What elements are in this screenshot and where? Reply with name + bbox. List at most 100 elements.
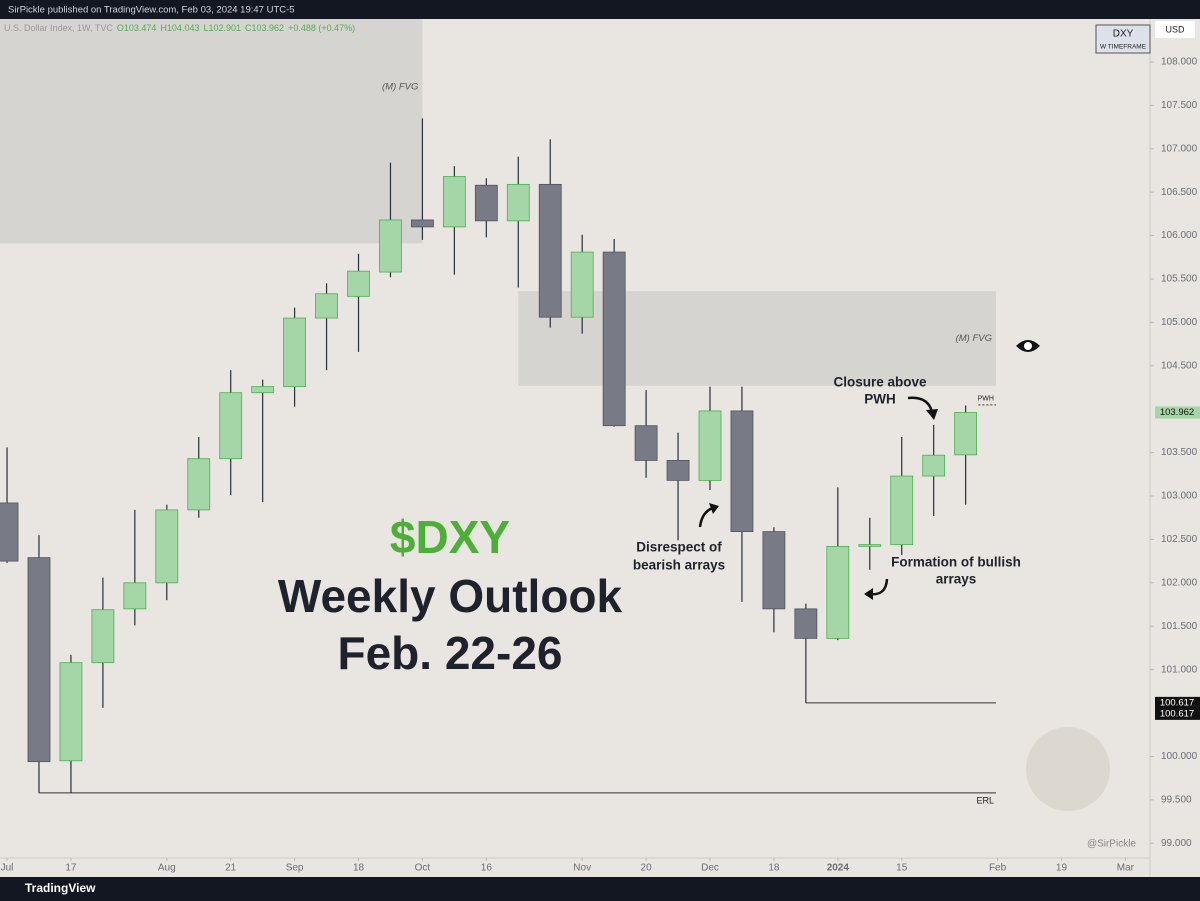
candle-body — [219, 392, 243, 460]
candle-body — [0, 502, 19, 562]
candle-body — [379, 219, 402, 273]
note: arrays — [936, 572, 977, 587]
candle-body — [570, 251, 594, 318]
candle-body — [283, 317, 307, 388]
candle-body — [27, 557, 51, 763]
candle-body — [826, 545, 850, 639]
x-tick-label: Oct — [415, 863, 431, 874]
x-tick-label: Sep — [286, 863, 304, 874]
candle-body — [762, 531, 786, 610]
y-tick-label: 103.500 — [1161, 447, 1198, 458]
candle-body — [315, 293, 338, 319]
x-tick-label: 18 — [768, 863, 780, 874]
y-tick-label: 99.000 — [1161, 838, 1192, 849]
x-tick-label: Feb — [989, 863, 1007, 874]
title: Weekly Outlook — [278, 570, 623, 622]
candle-body — [922, 454, 946, 477]
currency: USD — [1165, 24, 1185, 34]
price-label-box — [1155, 696, 1200, 709]
dates: Feb. 22-26 — [338, 627, 563, 679]
logo — [1026, 727, 1110, 811]
x-tick-label: 19 — [1056, 863, 1068, 874]
y-tick-label: 106.500 — [1161, 187, 1198, 198]
candle-body — [666, 460, 690, 481]
candle-body — [347, 270, 370, 297]
level-label: PWH — [978, 396, 994, 403]
candle-body — [251, 386, 275, 394]
y-tick-label: 102.500 — [1161, 534, 1198, 545]
x-tick-label: 17 — [65, 863, 77, 874]
x-tick-label: Nov — [573, 863, 591, 874]
arrow-head — [864, 588, 873, 600]
price-label: 100.617 — [1160, 708, 1194, 719]
ohlc: H104.043 — [160, 23, 199, 33]
y-tick-label: 101.000 — [1161, 664, 1198, 675]
currency-box — [1155, 21, 1195, 38]
candle-body — [698, 410, 722, 481]
fvg-label: (M) FVG — [956, 333, 992, 344]
symbol-box — [1095, 24, 1151, 54]
x-tick-label: Mar — [1117, 863, 1135, 874]
candle-body — [538, 183, 562, 318]
ohlc: O103.474 — [117, 23, 157, 33]
y-tick-label: 105.500 — [1161, 274, 1198, 285]
y-tick-label: 100.000 — [1161, 751, 1198, 762]
price-label-box — [1155, 406, 1200, 419]
candle-body — [794, 608, 818, 639]
watermark: @SirPickle — [1087, 839, 1136, 850]
candle-body — [602, 251, 626, 427]
symbol-box-tf: W TIMEFRAME — [1100, 44, 1147, 51]
price-label: 100.617 — [1160, 697, 1194, 708]
y-tick-label: 103.000 — [1161, 491, 1198, 502]
candle-body — [442, 176, 466, 228]
price-label-box — [1155, 707, 1200, 720]
ticker: $DXY — [390, 511, 510, 563]
y-tick-label: 107.500 — [1161, 100, 1198, 111]
symbol-box-name: DXY — [1113, 29, 1134, 40]
footer-brand: TradingView — [25, 881, 96, 895]
note: Formation of bullish — [891, 555, 1021, 570]
note: Disrespect of — [636, 540, 722, 555]
legend: U.S. Dollar Index, 1W, TVC O103.474 H104.0… — [4, 23, 355, 33]
x-tick-label: 2024 — [827, 863, 850, 874]
candle-body — [155, 509, 179, 584]
candle-body — [730, 410, 754, 533]
y-tick-label: 102.000 — [1161, 577, 1198, 588]
y-tick-label: 107.000 — [1161, 143, 1198, 154]
x-tick-label: Jul — [1, 863, 14, 874]
eye-pupil — [1024, 342, 1032, 350]
note: Closure above — [833, 375, 927, 390]
candle-body — [954, 412, 978, 456]
bottom-bar — [0, 877, 1200, 901]
arrow-head — [926, 409, 938, 420]
top-bar — [0, 0, 1200, 19]
note: PWH — [864, 392, 896, 407]
price-label: 103.962 — [1160, 407, 1194, 418]
candle-body — [634, 425, 658, 461]
candle-body — [858, 544, 882, 547]
candle-body — [411, 219, 434, 228]
ohlc: C103.962 — [245, 23, 284, 33]
x-tick-label: 20 — [641, 863, 653, 874]
level-label: ERL — [976, 795, 994, 805]
ohlc: L102.901 — [203, 23, 241, 33]
candle-body — [506, 183, 530, 222]
y-tick-label: 106.000 — [1161, 230, 1198, 241]
y-tick-label: 99.500 — [1161, 794, 1192, 805]
x-tick-label: Aug — [158, 863, 176, 874]
x-tick-label: 16 — [481, 863, 493, 874]
y-tick-label: 104.500 — [1161, 360, 1198, 371]
x-tick-label: 18 — [353, 863, 365, 874]
x-tick-label: 21 — [225, 863, 237, 874]
candle-body — [890, 475, 914, 546]
change: +0.488 (+0.47%) — [288, 23, 355, 33]
fvg-label: (M) FVG — [382, 82, 418, 93]
fvg-zone — [0, 19, 423, 244]
x-tick-label: Dec — [701, 863, 719, 874]
candle-body — [123, 582, 147, 610]
candle-body — [187, 458, 211, 511]
arrow — [907, 396, 934, 413]
x-tick-label: 15 — [896, 863, 908, 874]
